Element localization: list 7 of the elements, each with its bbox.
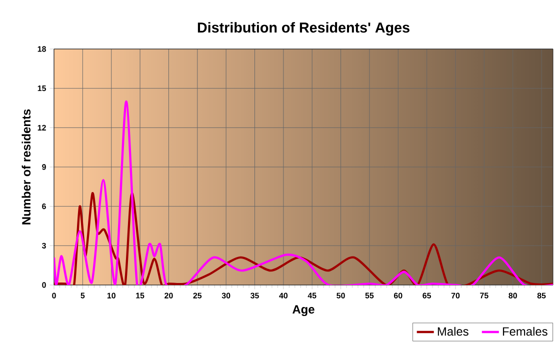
legend-label: Males (438, 326, 468, 336)
y-axis-title: Number of residents (22, 109, 31, 224)
line-series (54, 100, 554, 285)
x-axis-title: Age (292, 305, 314, 316)
legend-label: Females (502, 326, 548, 336)
line-series (54, 192, 554, 285)
chart-title: Distribution of Residents' Ages (198, 22, 410, 36)
